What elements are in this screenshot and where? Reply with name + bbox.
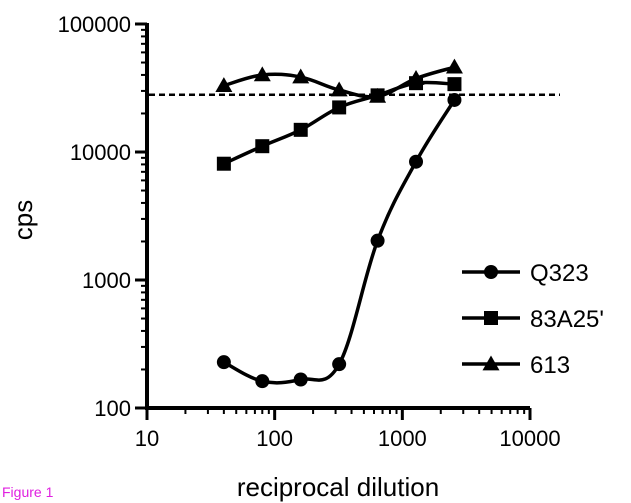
- data-point: [445, 58, 463, 74]
- legend-label: 613: [530, 352, 570, 379]
- x-tick-label: 1000: [378, 426, 427, 451]
- legend-marker: [484, 311, 498, 325]
- legend: Q323 83A25' 613: [462, 260, 604, 379]
- series-3: [215, 58, 463, 103]
- data-point: [293, 122, 308, 137]
- data-point: [253, 66, 271, 82]
- series-group: [215, 58, 463, 389]
- data-point: [369, 87, 387, 103]
- data-point: [447, 92, 462, 107]
- legend-label: 83A25': [530, 306, 604, 333]
- legend-marker: [482, 355, 500, 371]
- data-point: [216, 156, 231, 171]
- data-point: [255, 374, 270, 389]
- data-point: [447, 77, 462, 92]
- data-point: [370, 233, 385, 248]
- y-tick-label: 100: [94, 396, 131, 421]
- x-tick-label: 10: [135, 426, 159, 451]
- data-point: [332, 100, 347, 115]
- y-tick-label: 10000: [70, 140, 131, 165]
- data-point: [330, 81, 348, 97]
- y-tick-label: 100000: [58, 12, 131, 37]
- series-1: [216, 92, 462, 389]
- x-tick-label: 10000: [499, 426, 560, 451]
- data-point: [255, 139, 270, 154]
- data-point: [293, 372, 308, 387]
- y-axis-title: cps: [8, 200, 38, 240]
- data-point: [216, 355, 231, 370]
- data-point: [409, 154, 424, 169]
- x-axis-title: reciprocal dilution: [237, 472, 439, 502]
- legend-marker: [484, 265, 498, 279]
- data-point: [332, 357, 347, 372]
- legend-label: Q323: [530, 260, 589, 287]
- data-point: [292, 68, 310, 84]
- data-point: [215, 77, 233, 93]
- figure-caption: Figure 1: [2, 484, 54, 500]
- x-tick-label: 100: [256, 426, 293, 451]
- data-point: [407, 70, 425, 85]
- y-tick-label: 1000: [82, 268, 131, 293]
